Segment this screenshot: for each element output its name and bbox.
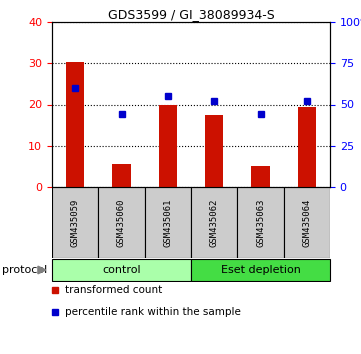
Text: GSM435060: GSM435060 xyxy=(117,198,126,247)
Bar xyxy=(297,107,316,187)
Text: control: control xyxy=(102,265,141,275)
Bar xyxy=(52,187,98,258)
Text: GSM435063: GSM435063 xyxy=(256,198,265,247)
Text: protocol: protocol xyxy=(2,265,47,275)
Bar xyxy=(145,187,191,258)
Title: GDS3599 / GI_38089934-S: GDS3599 / GI_38089934-S xyxy=(108,8,274,21)
Text: GSM435061: GSM435061 xyxy=(163,198,172,247)
Bar xyxy=(237,187,284,258)
Text: transformed count: transformed count xyxy=(65,285,162,295)
Bar xyxy=(158,104,177,187)
Bar xyxy=(284,187,330,258)
Bar xyxy=(205,115,223,187)
Bar xyxy=(191,187,237,258)
Bar xyxy=(112,164,131,187)
Text: GSM435059: GSM435059 xyxy=(71,198,80,247)
Bar xyxy=(251,166,270,187)
Text: Eset depletion: Eset depletion xyxy=(221,265,300,275)
Text: GSM435062: GSM435062 xyxy=(210,198,219,247)
Text: percentile rank within the sample: percentile rank within the sample xyxy=(65,307,241,316)
Text: GSM435064: GSM435064 xyxy=(302,198,311,247)
Bar xyxy=(98,187,145,258)
Bar xyxy=(191,259,330,281)
Bar xyxy=(66,62,84,187)
Bar xyxy=(52,259,191,281)
